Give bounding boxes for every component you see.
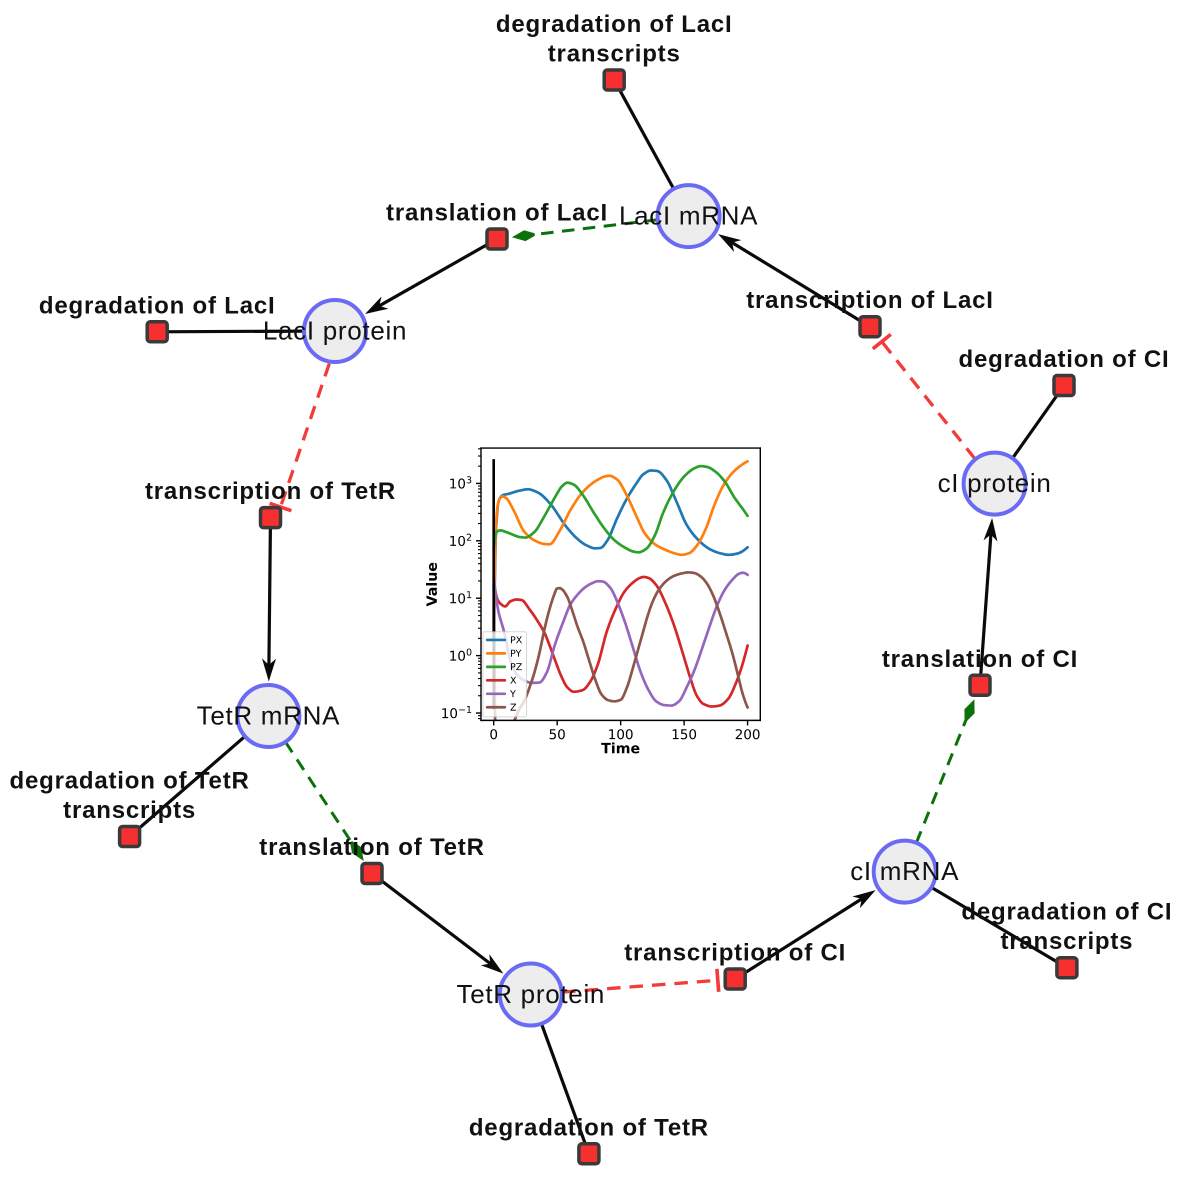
svg-text:LacI mRNA: LacI mRNA	[619, 201, 758, 231]
svg-text:transcription of TetR: transcription of TetR	[145, 478, 396, 505]
svg-text:translation of TetR: translation of TetR	[259, 834, 484, 861]
svg-text:TetR mRNA: TetR mRNA	[197, 701, 341, 731]
svg-text:cI protein: cI protein	[938, 468, 1052, 498]
svg-text:transcripts: transcripts	[63, 797, 196, 824]
svg-text:degradation of TetR: degradation of TetR	[469, 1114, 709, 1141]
svg-text:translation of CI: translation of CI	[882, 646, 1078, 673]
svg-text:transcription of LacI: transcription of LacI	[746, 287, 994, 314]
svg-text:degradation of TetR: degradation of TetR	[10, 768, 250, 795]
svg-text:degradation of LacI: degradation of LacI	[496, 11, 733, 38]
svg-text:translation of LacI: translation of LacI	[386, 200, 608, 227]
svg-text:degradation of LacI: degradation of LacI	[39, 292, 276, 319]
svg-text:LacI protein: LacI protein	[263, 316, 407, 346]
svg-text:transcripts: transcripts	[548, 41, 681, 68]
svg-text:degradation of CI: degradation of CI	[959, 346, 1170, 373]
svg-text:transcription of CI: transcription of CI	[624, 940, 846, 967]
svg-text:cI mRNA: cI mRNA	[850, 856, 959, 886]
svg-text:TetR protein: TetR protein	[457, 979, 606, 1009]
svg-text:transcripts: transcripts	[1000, 928, 1133, 955]
svg-text:degradation of CI: degradation of CI	[961, 899, 1172, 926]
